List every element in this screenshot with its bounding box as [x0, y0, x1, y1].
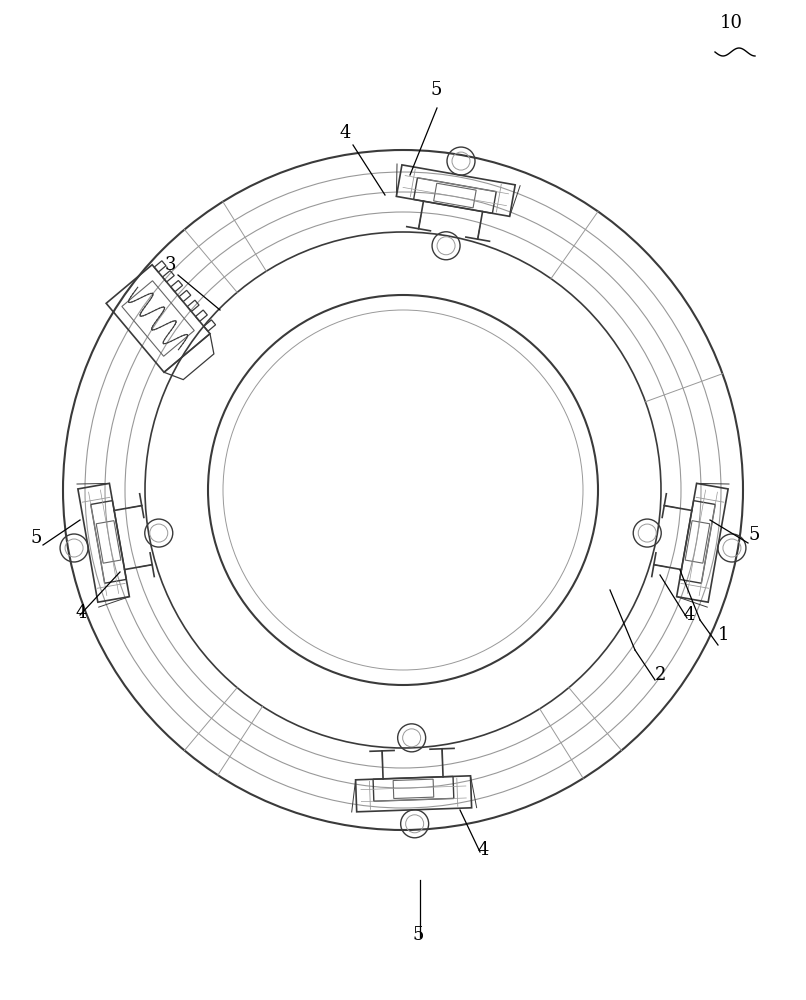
Text: 5: 5	[413, 926, 425, 944]
Text: 3: 3	[165, 256, 177, 274]
Text: 4: 4	[340, 124, 351, 142]
Text: 4: 4	[75, 604, 86, 622]
Text: 2: 2	[655, 666, 667, 684]
Text: 5: 5	[748, 526, 759, 544]
Text: 4: 4	[683, 606, 695, 624]
Text: 5: 5	[430, 81, 442, 99]
Text: 1: 1	[718, 626, 729, 644]
Text: 10: 10	[720, 14, 743, 32]
Text: 4: 4	[478, 841, 489, 859]
Text: 5: 5	[30, 529, 41, 547]
